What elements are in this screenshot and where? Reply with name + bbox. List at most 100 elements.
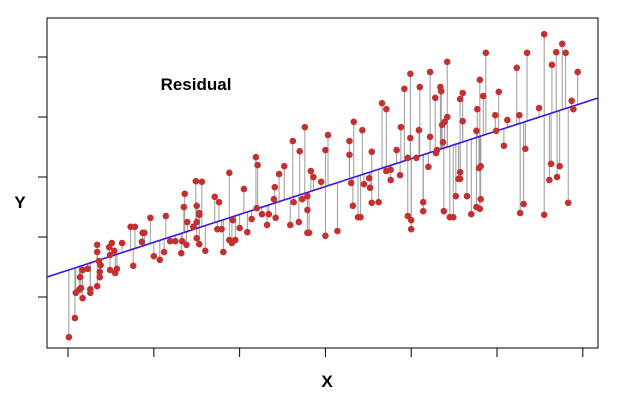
axes xyxy=(38,17,599,357)
data-point xyxy=(193,218,201,226)
data-point xyxy=(229,216,237,224)
data-point xyxy=(108,239,116,247)
data-point xyxy=(322,146,329,154)
data-point xyxy=(568,97,575,105)
data-point xyxy=(226,169,233,177)
data-point xyxy=(253,204,261,212)
data-point xyxy=(547,160,555,168)
data-point xyxy=(456,175,464,183)
data-point xyxy=(425,163,432,171)
data-point xyxy=(93,282,101,290)
data-point xyxy=(419,198,427,206)
data-point xyxy=(147,214,154,222)
data-point xyxy=(118,239,126,247)
data-point xyxy=(443,58,451,66)
data-point xyxy=(275,170,283,178)
data-point xyxy=(383,105,390,113)
data-point xyxy=(552,48,560,56)
residual-lines xyxy=(68,34,579,338)
data-point xyxy=(280,162,288,170)
data-point xyxy=(477,195,485,203)
regression-line-group xyxy=(46,97,599,278)
data-point xyxy=(252,153,260,161)
data-point xyxy=(416,83,424,91)
data-point xyxy=(556,162,563,170)
data-point xyxy=(432,149,440,157)
data-point xyxy=(254,161,261,169)
data-point xyxy=(548,61,556,69)
data-point xyxy=(286,221,294,229)
data-point xyxy=(289,137,297,145)
data-point xyxy=(574,68,581,76)
data-point xyxy=(111,247,118,255)
data-point xyxy=(365,174,373,182)
data-point xyxy=(368,199,376,207)
data-point xyxy=(562,49,569,57)
data-point xyxy=(473,105,481,113)
data-point xyxy=(419,207,427,215)
data-point xyxy=(76,273,84,281)
data-point xyxy=(540,211,548,219)
data-point xyxy=(440,207,448,215)
data-point xyxy=(387,166,394,174)
data-point xyxy=(77,284,85,292)
data-point xyxy=(298,195,306,203)
data-point xyxy=(456,168,464,176)
data-point xyxy=(452,192,460,200)
y-axis-label: Y xyxy=(14,193,26,212)
data-point xyxy=(220,248,227,256)
data-point xyxy=(304,206,311,214)
data-point xyxy=(156,256,164,264)
data-point xyxy=(263,221,271,229)
data-point xyxy=(201,247,209,255)
data-point xyxy=(138,238,146,246)
data-point xyxy=(129,262,137,270)
data-point xyxy=(334,227,341,235)
data-point xyxy=(375,198,382,206)
data-point xyxy=(378,99,386,107)
data-point xyxy=(516,209,524,217)
data-point xyxy=(426,133,434,141)
data-point xyxy=(491,111,499,119)
data-point xyxy=(520,200,527,208)
data-point xyxy=(93,248,101,256)
data-point xyxy=(553,173,561,181)
data-point xyxy=(236,224,243,232)
data-point xyxy=(95,257,103,265)
data-point xyxy=(65,333,73,341)
data-point xyxy=(500,142,508,150)
data-point xyxy=(193,234,201,242)
data-point xyxy=(467,210,475,218)
data-point xyxy=(476,76,484,84)
data-point xyxy=(87,285,94,293)
regression-line xyxy=(46,97,599,278)
data-point xyxy=(459,117,466,125)
data-point xyxy=(84,265,92,273)
data-point xyxy=(540,30,548,38)
data-point xyxy=(368,148,376,156)
data-point xyxy=(413,154,420,162)
data-point xyxy=(523,49,531,57)
data-point xyxy=(180,203,188,211)
data-point xyxy=(443,113,451,121)
data-point xyxy=(295,218,303,226)
data-point xyxy=(150,252,158,260)
data-point xyxy=(240,185,248,193)
data-point xyxy=(317,178,325,186)
data-point xyxy=(296,147,303,155)
data-point xyxy=(357,213,364,221)
data-point xyxy=(301,123,309,131)
data-point xyxy=(272,214,279,222)
data-point xyxy=(304,192,311,200)
data-point xyxy=(141,229,148,237)
data-point xyxy=(407,225,415,233)
data-point xyxy=(183,241,190,249)
data-point xyxy=(79,266,86,274)
data-point xyxy=(218,225,225,233)
data-point xyxy=(449,213,457,221)
data-point xyxy=(181,190,189,198)
data-point xyxy=(93,241,101,249)
data-point xyxy=(195,240,203,248)
data-point xyxy=(347,179,355,187)
data-point xyxy=(439,138,447,146)
